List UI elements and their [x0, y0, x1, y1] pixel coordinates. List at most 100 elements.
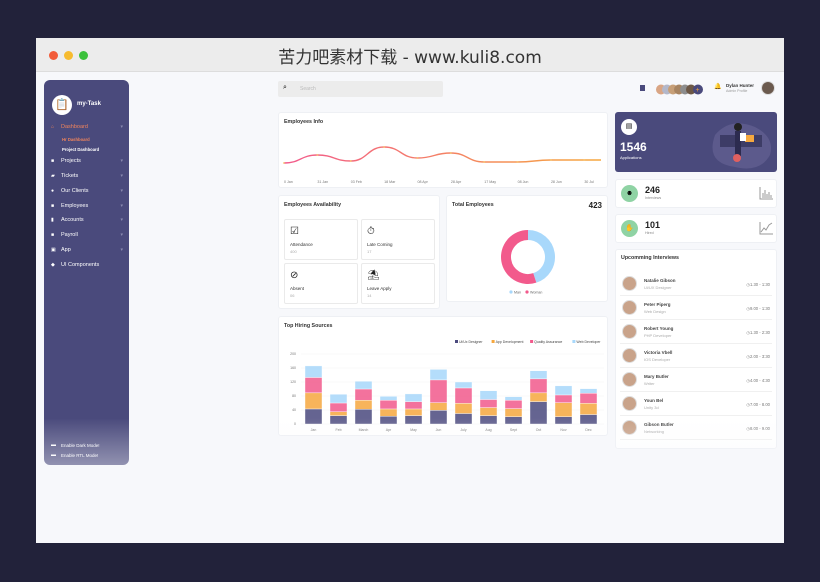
employees-info-chart: 0 Jan 31 Jan 03 Feb 18 Mar 08 Apr 28 Apr 17 Ma…	[283, 146, 601, 184]
tile-label: Attendance	[290, 242, 313, 247]
x-tick-label: 17 May	[484, 180, 496, 184]
line-point	[416, 157, 419, 159]
legend-label: Quality Assurance	[534, 340, 562, 344]
interviews-card: ☻ 246 Interviews	[615, 179, 777, 208]
tile-value: 14	[367, 293, 372, 298]
legend-label: Man	[514, 290, 521, 294]
bar-segment	[529, 401, 548, 425]
briefcase-icon: ■	[51, 158, 55, 164]
card-title: Employees Availability	[284, 202, 342, 208]
sidebar-item-payroll[interactable]: ■ Payroll ▾	[51, 232, 123, 238]
applications-card: ▤ 1546 Applications	[615, 112, 777, 172]
legend-marker	[572, 340, 576, 343]
hired-value: 101	[645, 220, 661, 230]
sidebar-item-projects[interactable]: ■ Projects ▾	[51, 158, 123, 164]
x-tick-label: 08 Jun	[518, 180, 529, 184]
minimize-window-button[interactable]	[64, 51, 73, 60]
sidebar-item-ui-components[interactable]: ◆ UI Components	[51, 262, 123, 268]
sidebar-item-employees[interactable]: ■ Employees ▾	[51, 203, 123, 209]
sidebar-item-accounts[interactable]: ▮ Accounts ▾	[51, 217, 123, 223]
brand-name: my-Task	[77, 101, 101, 107]
search-placeholder: Search	[300, 86, 316, 92]
user-avatar[interactable]	[761, 81, 775, 95]
bar-segment	[429, 402, 448, 411]
card-title: Total Employees	[452, 202, 494, 208]
interview-list-item[interactable]: Youn Bel Unity 3d ◷7.00 - 8.00	[620, 392, 772, 416]
app-icon: ▣	[51, 247, 56, 253]
sidebar-item-tickets[interactable]: ▰ Tickets ▾	[51, 173, 123, 179]
bar-segment	[354, 381, 373, 390]
interview-time: ◷1.30 - 1:30	[746, 282, 770, 287]
interviews-value: 246	[645, 185, 661, 195]
interviewee-role: Writer	[644, 381, 655, 386]
bell-icon[interactable]: 🔔	[714, 84, 722, 90]
leave-apply-tile[interactable]: ⛱ Leave Apply 14	[361, 263, 435, 304]
line-point	[316, 154, 319, 156]
interviewee-name: Peter Piperg	[644, 302, 671, 307]
sidebar-item-dashboard[interactable]: ⌂ Dashboard ▾	[51, 124, 123, 130]
interview-list-item[interactable]: Peter Piperg Web Design ◷9.00 - 1:30	[620, 296, 772, 320]
toggle-label: Enable Dark Mode!	[61, 442, 100, 448]
x-tick-label: 18 Mar	[384, 180, 396, 184]
absent-tile[interactable]: ⊘ Absent 06	[284, 263, 358, 304]
late-coming-tile[interactable]: ⏱ Late Coming 17	[361, 219, 435, 260]
info-icon[interactable]	[640, 85, 645, 91]
bar-segment	[454, 387, 473, 404]
interview-list-item[interactable]: Gibson Butler Networking ◷8.00 - 9.00	[620, 416, 772, 440]
home-icon: ⌂	[51, 124, 55, 130]
line-point	[483, 161, 486, 163]
users-icon: ☻	[621, 185, 638, 202]
x-tick-label: Nov	[560, 428, 566, 432]
bar-segment	[379, 408, 398, 417]
rtl-mode-toggle[interactable]: ▬ Enable RTL Mode!	[51, 452, 123, 458]
interviewee-name: Mary Butler	[644, 374, 669, 379]
bar-segment	[454, 403, 473, 414]
bar-segment	[554, 394, 573, 403]
gender-donut-chart: Man Woman	[501, 230, 555, 294]
bar-segment	[579, 414, 598, 425]
attendance-tile[interactable]: ☑ Attendance 400	[284, 219, 358, 260]
avatar-stack: +	[656, 84, 703, 95]
sidebar-subitem-hr-dashboard[interactable]: Hr Dashboard	[62, 137, 90, 142]
line-point	[550, 159, 552, 161]
chevron-down-icon: ▾	[120, 173, 123, 179]
chevron-down-icon: ▾	[120, 188, 123, 194]
bar-segment	[529, 378, 548, 394]
close-window-button[interactable]	[49, 51, 58, 60]
sidebar-item-app[interactable]: ▣ App ▾	[51, 247, 123, 253]
sidebar-item-our-clients[interactable]: ● Our Clients ▾	[51, 188, 123, 194]
interview-time: ◷2.00 - 3:30	[746, 354, 770, 359]
legend-label: Ui/Ux Designer	[459, 340, 483, 344]
interview-list-item[interactable]: Natalie Gibson Ui/UX Designer ◷1.30 - 1:30	[620, 272, 772, 296]
puzzle-icon: ◆	[51, 262, 55, 268]
tile-label: Absent	[290, 286, 305, 291]
x-tick-label: Dec	[585, 428, 591, 432]
interview-list-item[interactable]: Mary Butler Writer ◷4.00 - 4:30	[620, 368, 772, 392]
hired-card: ✋ 101 Hired	[615, 214, 777, 243]
total-employees-card: Total Employees 423 Man Woman	[446, 195, 608, 302]
bar-segment	[579, 393, 598, 404]
bar-segment	[379, 396, 398, 401]
legend-marker	[491, 340, 495, 343]
maximize-window-button[interactable]	[79, 51, 88, 60]
sidebar-subitem-project-dashboard[interactable]: Project Dashboard	[62, 147, 100, 152]
sidebar-item-label: App	[61, 247, 71, 253]
interview-time: ◷8.00 - 9.00	[746, 426, 770, 431]
dark-mode-toggle[interactable]: ▬ Enable Dark Mode!	[51, 442, 123, 448]
donut-slice-man	[527, 230, 555, 283]
time-text: 8.00 - 9.00	[749, 426, 770, 431]
bar-segment	[429, 379, 448, 403]
chevron-down-icon: ▾	[120, 217, 123, 223]
bar-segment	[554, 385, 573, 396]
team-avatars[interactable]: +	[656, 82, 708, 95]
sidebar-item-label: Payroll	[61, 232, 78, 238]
clock-icon: ◷	[746, 330, 750, 335]
search-input[interactable]: ⌕ Search	[278, 81, 443, 97]
interview-list-item[interactable]: Victoria Vbell IOS Developer ◷2.00 - 3:30	[620, 344, 772, 368]
bar-segment	[404, 408, 423, 416]
bar-segment	[304, 365, 323, 378]
clock-icon: ◷	[746, 402, 750, 407]
interview-list-item[interactable]: Robert Young PHP Developer ◷1.30 - 2:30	[620, 320, 772, 344]
x-tick-label: May	[410, 428, 417, 432]
avatar	[622, 396, 637, 411]
